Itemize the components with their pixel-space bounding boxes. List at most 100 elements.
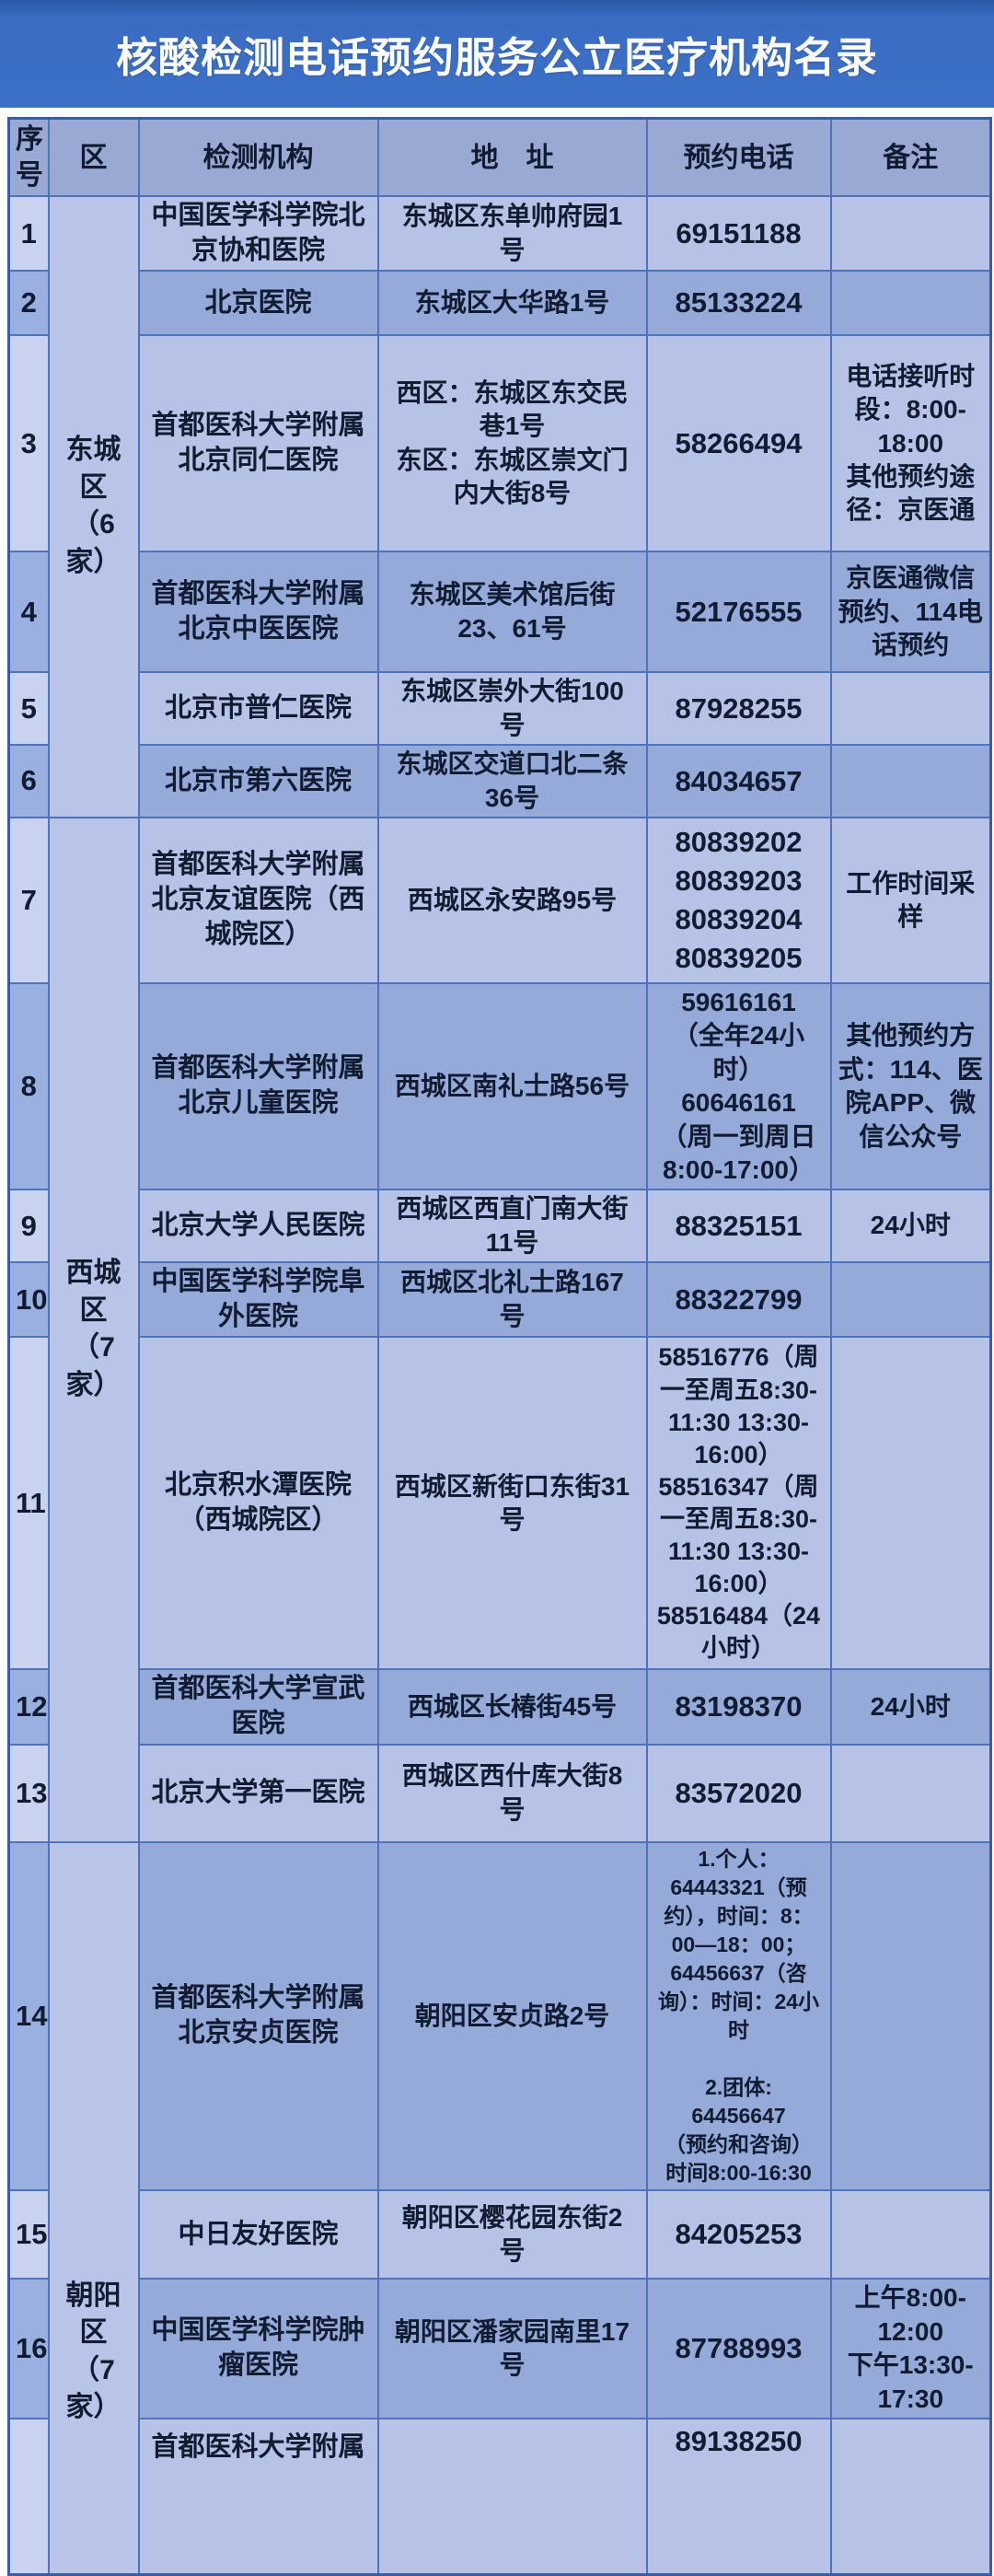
cell-r17-phone: 89138250 [645,2417,832,2576]
cell-r7-addr: 西城区永安路95号 [376,816,648,984]
cell-r17-no [7,2417,50,2576]
col-header-org: 检测机构 [137,117,379,197]
cell-r5-phone: 87928255 [645,671,832,747]
cell-r16-org: 中国医学科学院肿瘤医院 [137,2278,379,2419]
cell-r10-note [829,1261,992,1339]
cell-r2-note [829,270,992,337]
cell-r10-addr: 西城区北礼士路167号 [376,1261,648,1339]
cell-r15-phone: 84205253 [645,2189,832,2280]
cell-r15-addr: 朝阳区樱花园东街2号 [376,2189,648,2280]
page-title: 核酸检测电话预约服务公立医疗机构名录 [115,34,878,81]
cell-r4-no: 4 [7,551,50,674]
cell-r12-addr: 西城区长椿街45号 [376,1668,648,1746]
table-row: 2 北京医院 东城区大华路1号 85133224 [7,270,992,337]
cell-r4-note: 京医通微信预约、114电话预约 [829,551,992,674]
cell-r2-org: 北京医院 [137,270,379,337]
cell-r14-no: 14 [7,1840,50,2192]
cell-r1-no: 1 [7,194,50,273]
cell-r11-note [829,1336,992,1671]
cell-r3-phone: 58266494 [645,334,832,553]
banner-divider [0,108,994,117]
cell-r17-addr [376,2417,648,2576]
cell-r11-no: 11 [7,1336,50,1671]
cell-r6-note [829,744,992,818]
cell-r12-org: 首都医科大学宣武医院 [137,1668,379,1746]
cell-r9-addr: 西城区西直门南大街11号 [376,1189,648,1264]
cell-r15-org: 中日友好医院 [137,2189,379,2280]
cell-r10-phone: 88322799 [645,1261,832,1339]
cell-r14-note [829,1840,992,2192]
cell-r8-phone: 59616161 （全年24小时） 60646161 （周一到周日8:00-17… [645,981,832,1191]
cell-r3-note: 电话接听时段：8:00-18:00 其他预约途径：京医通 [829,334,992,553]
cell-r8-addr: 西城区南礼士路56号 [376,981,648,1191]
table-row: 15 中日友好医院 朝阳区樱花园东街2号 84205253 [7,2189,992,2280]
cell-r16-phone: 87788993 [645,2278,832,2419]
cell-r11-addr: 西城区新街口东街31号 [376,1336,648,1671]
cell-r2-addr: 东城区大华路1号 [376,270,648,337]
cell-r4-phone: 52176555 [645,551,832,674]
col-header-note: 备注 [829,117,992,197]
cell-r13-org: 北京大学第一医院 [137,1743,379,1843]
cell-r13-addr: 西城区西什库大街8号 [376,1743,648,1843]
col-header-district: 区 [47,117,140,197]
cell-r13-no: 13 [7,1743,50,1843]
cell-r2-phone: 85133224 [645,270,832,337]
cell-r8-no: 8 [7,981,50,1191]
cell-r1-addr: 东城区东单帅府园1号 [376,194,648,273]
cell-r1-phone: 69151188 [645,194,832,273]
cell-r14-addr: 朝阳区安贞路2号 [376,1840,648,2192]
table-row: 3 首都医科大学附属北京同仁医院 西区：东城区东交民巷1号 东区：东城区崇文门内… [7,334,992,553]
cell-r1-org: 中国医学科学院北京协和医院 [137,194,379,273]
cell-r12-phone: 83198370 [645,1668,832,1746]
cell-r15-note [829,2189,992,2280]
cell-r3-org: 首都医科大学附属北京同仁医院 [137,334,379,553]
col-header-no: 序号 [7,117,50,197]
table-row: 4 首都医科大学附属北京中医医院 东城区美术馆后街23、61号 52176555… [7,551,992,674]
table-row: 6 北京市第六医院 东城区交道口北二条36号 84034657 [7,744,992,818]
table-row: 14 朝阳区 （7家） 首都医科大学附属北京安贞医院 朝阳区安贞路2号 1.个人… [7,1840,992,2576]
cell-r13-note [829,1743,992,1843]
cell-r2-no: 2 [7,270,50,337]
cell-r17-org: 首都医科大学附属 [137,2417,379,2576]
cell-r11-phone: 58516776（周一至周五8:30-11:30 13:30-16:00） 58… [645,1336,832,1671]
cell-r8-org: 首都医科大学附属北京儿童医院 [137,981,379,1191]
cell-r3-no: 3 [7,334,50,553]
cell-r5-note [829,671,992,747]
cell-r16-no: 16 [7,2278,50,2419]
table-row: 5 北京市普仁医院 东城区崇外大街100号 87928255 [7,671,992,747]
cell-district-dongcheng: 东城区 （6家） [47,195,140,818]
cell-r9-no: 9 [7,1189,50,1264]
cell-r9-phone: 88325151 [645,1189,832,1264]
cell-r16-addr: 朝阳区潘家园南里17号 [376,2278,648,2419]
cell-r7-no: 7 [7,816,50,984]
table-row: 10 中国医学科学院阜外医院 西城区北礼士路167号 88322799 [7,1261,992,1339]
cell-r13-phone: 83572020 [645,1743,832,1843]
table-row: 16 中国医学科学院肿瘤医院 朝阳区潘家园南里17号 87788993 上午8:… [7,2278,992,2419]
table-row: 1 东城区 （6家） 中国医学科学院北京协和医院 东城区东单帅府园1号 6915… [7,194,992,818]
cell-r4-org: 首都医科大学附属北京中医医院 [137,551,379,674]
cell-r7-phone: 80839202 80839203 80839204 80839205 [645,816,832,984]
header-row: 序号 区 检测机构 地 址 预约电话 备注 [7,117,992,197]
cell-r11-org: 北京积水潭医院（西城院区） [137,1336,379,1671]
cell-r12-note: 24小时 [829,1668,992,1746]
table-row: 7 西城区 （7家） 首都医科大学附属北京友谊医院（西城院区） 西城区永安路95… [7,816,992,1843]
cell-r6-no: 6 [7,744,50,818]
cell-r6-addr: 东城区交道口北二条36号 [376,744,648,818]
cell-r7-org: 首都医科大学附属北京友谊医院（西城院区） [137,816,379,984]
cell-r6-phone: 84034657 [645,744,832,818]
cell-r14-org: 首都医科大学附属北京安贞医院 [137,1840,379,2192]
cell-r1-note [829,194,992,273]
cell-r15-no: 15 [7,2189,50,2280]
table-row: 12 首都医科大学宣武医院 西城区长椿街45号 83198370 24小时 [7,1668,992,1746]
table-row: 9 北京大学人民医院 西城区西直门南大街11号 88325151 24小时 [7,1189,992,1264]
cell-r14-phone: 1.个人： 64443321（预约），时间：8：00—18：00； 644566… [645,1840,832,2192]
table-row: 13 北京大学第一医院 西城区西什库大街8号 83572020 [7,1743,992,1843]
cell-r3-addr: 西区：东城区东交民巷1号 东区：东城区崇文门内大街8号 [376,334,648,553]
cell-r7-note: 工作时间采样 [829,816,992,984]
table-row: 11 北京积水潭医院（西城院区） 西城区新街口东街31号 58516776（周一… [7,1336,992,1671]
cell-r9-org: 北京大学人民医院 [137,1189,379,1264]
table-row: 8 首都医科大学附属北京儿童医院 西城区南礼士路56号 59616161 （全年… [7,981,992,1191]
district-chaoyang-label: 朝阳区 （7家） [65,2280,121,2423]
cell-r5-org: 北京市普仁医院 [137,671,379,747]
cell-r6-org: 北京市第六医院 [137,744,379,818]
